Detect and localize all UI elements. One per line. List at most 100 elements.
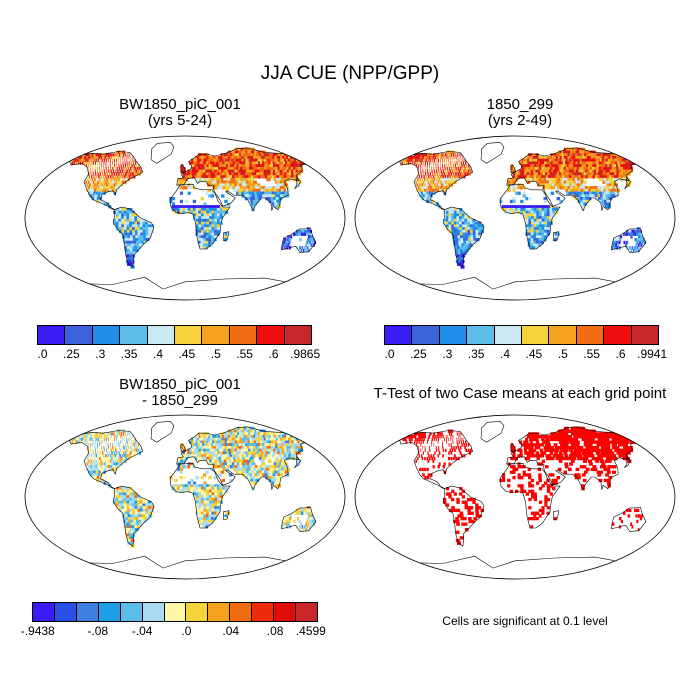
grid-cell <box>118 462 121 466</box>
grid-cell <box>442 158 443 163</box>
grid-cell <box>434 172 436 176</box>
grid-cell <box>454 169 456 173</box>
grid-cell <box>458 440 460 444</box>
grid-cell <box>297 446 303 450</box>
grid-cell <box>194 456 198 461</box>
grid-cell <box>98 175 100 179</box>
grid-cell <box>510 186 514 190</box>
grid-cell <box>544 208 548 212</box>
grid-cell <box>451 180 454 184</box>
grid-cell <box>214 495 218 499</box>
grid-cell <box>217 221 221 225</box>
grid-cell <box>541 227 545 231</box>
grid-cell <box>425 158 427 163</box>
grid-cell <box>210 435 214 439</box>
grid-cell <box>549 172 554 176</box>
grid-cell <box>618 240 621 245</box>
grid-cell <box>200 243 204 247</box>
grid-cell <box>519 183 524 187</box>
grid-cell <box>544 216 548 220</box>
grid-cell <box>96 456 99 461</box>
grid-cell <box>101 177 103 182</box>
grid-cell <box>227 448 232 452</box>
grid-cell <box>94 476 97 480</box>
grid-cell <box>420 161 422 165</box>
grid-cell <box>90 180 92 184</box>
grid-cell <box>295 177 300 182</box>
grid-cell <box>435 167 437 171</box>
grid-cell <box>512 172 516 176</box>
grid-cell <box>131 221 135 225</box>
grid-cell <box>250 202 255 206</box>
grid-cell <box>120 153 123 157</box>
grid-cell <box>308 519 311 524</box>
grid-cell <box>205 514 209 518</box>
grid-cell <box>304 246 306 250</box>
grid-cell <box>123 495 127 499</box>
grid-cell <box>254 194 259 198</box>
grid-cell <box>445 210 449 214</box>
grid-cell <box>548 169 553 173</box>
grid-cell <box>455 251 460 255</box>
grid-cell <box>451 150 454 154</box>
grid-cell <box>544 183 549 187</box>
grid-cell <box>96 156 98 160</box>
grid-cell <box>211 456 215 461</box>
grid-cell <box>191 172 195 176</box>
grid-cell <box>112 158 113 163</box>
grid-cell <box>627 167 633 171</box>
grid-cell <box>529 440 533 444</box>
grid-cell <box>206 208 210 212</box>
grid-cell <box>458 153 460 157</box>
grid-cell <box>526 167 530 171</box>
grid-cell <box>114 188 117 193</box>
grid-cell <box>456 210 460 214</box>
grid-cell <box>560 164 565 168</box>
grid-cell <box>208 208 213 212</box>
grid-cell <box>467 224 471 228</box>
grid-cell <box>106 481 110 485</box>
grid-cell <box>594 175 600 179</box>
grid-cell <box>611 437 618 442</box>
grid-cell <box>199 175 203 179</box>
grid-cell <box>454 153 456 157</box>
grid-cell <box>442 448 445 452</box>
grid-cell <box>219 213 223 217</box>
coastline-australia <box>281 227 317 253</box>
grid-cell <box>103 169 105 173</box>
grid-cell <box>126 218 130 223</box>
grid-cell <box>222 467 227 472</box>
grid-cell <box>580 180 585 184</box>
grid-cell <box>134 492 138 496</box>
grid-cell <box>289 243 292 247</box>
grid-cell <box>108 451 111 455</box>
grid-cell <box>137 221 141 225</box>
grid-cell <box>211 216 215 220</box>
grid-cell <box>132 528 137 532</box>
grid-cell <box>107 180 110 184</box>
grid-cell <box>501 205 505 208</box>
grid-cell <box>76 437 79 442</box>
grid-cell <box>277 194 282 198</box>
grid-cell <box>224 183 228 187</box>
grid-cell <box>252 476 257 480</box>
grid-cell <box>87 437 89 442</box>
grid-cell <box>90 172 92 176</box>
grid-cell <box>556 172 561 176</box>
grid-cell <box>544 180 548 184</box>
grid-cell <box>257 197 262 201</box>
grid-cell <box>193 492 197 496</box>
grid-cell <box>586 451 591 455</box>
grid-cell <box>267 186 272 190</box>
grid-cell <box>583 180 587 184</box>
grid-cell <box>436 156 438 160</box>
grid-cell <box>244 186 249 190</box>
grid-cell <box>427 437 429 442</box>
grid-cell <box>259 465 264 469</box>
grid-cell <box>459 224 463 228</box>
grid-cell <box>205 243 209 247</box>
grid-cell <box>114 437 115 442</box>
grid-cell <box>260 188 265 193</box>
grid-cell <box>112 437 113 442</box>
grid-cell <box>450 158 452 163</box>
